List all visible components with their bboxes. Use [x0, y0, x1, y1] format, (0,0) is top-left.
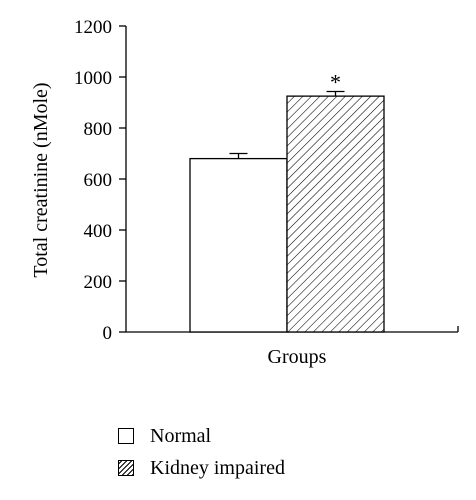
y-tick-label: 200 — [84, 272, 113, 293]
y-tick-label: 800 — [84, 119, 113, 140]
legend-label-normal: Normal — [150, 424, 212, 447]
legend-item-kidney-impaired: Kidney impaired — [118, 452, 285, 484]
significance-marker: * — [330, 70, 341, 95]
y-tick-label: 1200 — [74, 17, 112, 38]
bar-normal — [189, 157, 288, 333]
y-tick-label: 400 — [84, 221, 113, 242]
legend-swatch-normal — [118, 428, 134, 444]
bars-group: * — [189, 70, 385, 333]
y-tick-label: 1000 — [74, 68, 112, 89]
legend: Normal Kidney impaired — [118, 420, 285, 484]
legend-swatch-kidney-impaired — [118, 460, 134, 476]
y-axis-title: Total creatinine (nMole) — [30, 82, 52, 277]
y-tick-label: 0 — [103, 323, 113, 344]
legend-label-kidney-impaired: Kidney impaired — [150, 456, 285, 479]
y-tick-label: 600 — [84, 170, 113, 191]
bar-chart: 0 200 400 600 800 1000 1200 * Total creatinine… — [30, 17, 459, 368]
legend-item-normal: Normal — [118, 420, 285, 452]
y-axis: 0 200 400 600 800 1000 1200 — [74, 17, 127, 344]
bar-kidney-impaired — [286, 95, 385, 333]
x-axis-title: Groups — [268, 346, 327, 368]
